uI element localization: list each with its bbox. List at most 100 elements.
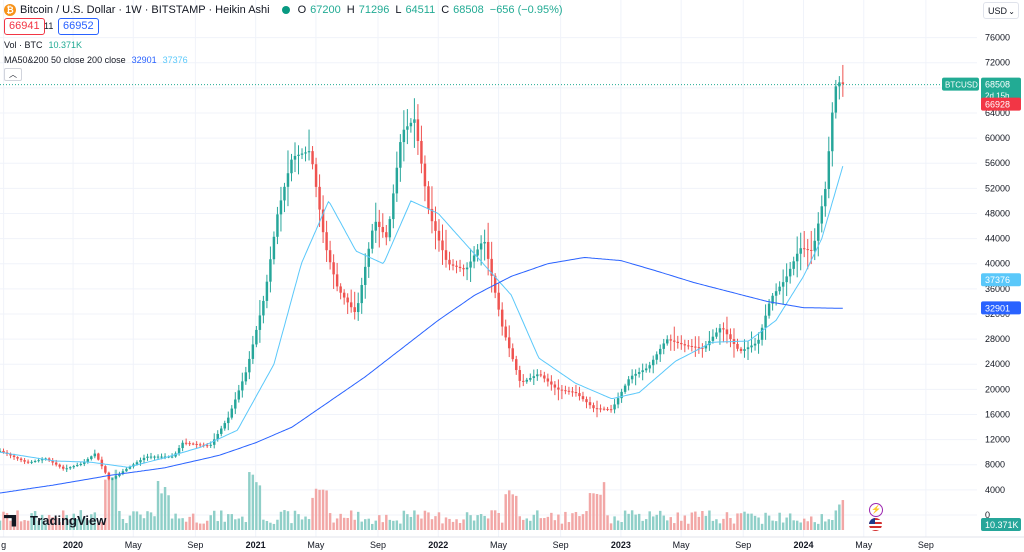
candle-body bbox=[469, 261, 472, 268]
candle-body bbox=[673, 340, 676, 342]
prev-close-label: 66928 bbox=[985, 100, 1010, 110]
candle-body bbox=[300, 153, 304, 155]
us-flag-icon[interactable] bbox=[869, 518, 882, 531]
volume-bar bbox=[241, 516, 244, 530]
volume-bar bbox=[328, 513, 332, 530]
ma50-line bbox=[0, 165, 844, 468]
volume-bar bbox=[662, 515, 665, 530]
volume-bar bbox=[269, 522, 272, 530]
volume-bar bbox=[378, 515, 381, 530]
volume-bar bbox=[262, 519, 265, 530]
volume-bar bbox=[311, 497, 314, 530]
candle-body bbox=[0, 450, 2, 452]
candle-body bbox=[142, 457, 146, 461]
buy-price-button[interactable]: 66952 bbox=[58, 18, 99, 35]
candle-body bbox=[135, 462, 139, 465]
candle-body bbox=[69, 467, 72, 469]
symbol-title[interactable]: Bitcoin / U.S. Dollar · 1W · BITSTAMP · … bbox=[20, 4, 270, 16]
chevron-up-icon[interactable]: ︿ bbox=[4, 68, 22, 81]
ma200-axis-label-bg bbox=[981, 301, 1021, 315]
candle-body bbox=[163, 456, 167, 458]
volume-bar bbox=[585, 511, 588, 530]
volume-bar bbox=[792, 520, 795, 530]
volume-bar bbox=[125, 523, 128, 530]
volume-bar bbox=[666, 520, 669, 530]
volume-bar bbox=[536, 510, 539, 530]
volume-bar bbox=[455, 519, 458, 530]
tradingview-logo[interactable]: TradingView bbox=[4, 513, 106, 528]
volume-bar bbox=[799, 522, 802, 530]
volume-bar bbox=[490, 510, 493, 530]
candle-body bbox=[385, 232, 388, 238]
candle-body bbox=[170, 456, 174, 458]
volume-bar bbox=[827, 519, 831, 530]
x-tick-label: g bbox=[1, 540, 6, 550]
candle-body bbox=[690, 345, 694, 347]
volume-bar bbox=[395, 520, 399, 530]
candle-body bbox=[785, 276, 788, 283]
candle-body bbox=[623, 385, 627, 392]
lightning-icon[interactable]: ⚡ bbox=[869, 503, 883, 517]
time-axis[interactable] bbox=[0, 537, 1024, 552]
volume-bar bbox=[374, 520, 377, 530]
candle-body bbox=[65, 468, 68, 470]
market-status-icon bbox=[281, 6, 290, 14]
ma-legend[interactable]: MA50&200 50 close 200 close 32901 37376 bbox=[4, 55, 188, 65]
volume-bar bbox=[739, 513, 743, 530]
volume-bar bbox=[111, 477, 114, 530]
volume-bar bbox=[458, 523, 462, 530]
candle-body bbox=[58, 464, 61, 467]
sell-price-button[interactable]: 66941 bbox=[4, 18, 45, 35]
candle-body bbox=[430, 208, 434, 222]
volume-label: Vol · BTC bbox=[4, 40, 43, 50]
volume-bar bbox=[170, 518, 174, 530]
volume-bar bbox=[93, 512, 97, 530]
volume-legend[interactable]: Vol · BTC 10.371K bbox=[4, 40, 82, 50]
volume-bar bbox=[65, 515, 68, 530]
symbol-header: ₿ Bitcoin / U.S. Dollar · 1W · BITSTAMP … bbox=[4, 4, 563, 16]
volume-bar bbox=[476, 515, 479, 530]
candle-body bbox=[318, 186, 321, 210]
x-tick-label: Sep bbox=[918, 540, 934, 550]
x-tick-label: Sep bbox=[735, 540, 751, 550]
candle-body bbox=[279, 200, 283, 215]
currency-select[interactable]: USD ⌄ bbox=[983, 2, 1019, 19]
volume-bar bbox=[139, 514, 142, 530]
volume-bar bbox=[469, 515, 472, 530]
candle-body bbox=[283, 186, 286, 201]
candle-body bbox=[205, 445, 209, 447]
candle-body bbox=[834, 86, 838, 113]
candle-body bbox=[507, 337, 511, 349]
candle-body bbox=[188, 443, 191, 445]
volume-bar bbox=[465, 512, 469, 530]
volume-bar bbox=[174, 513, 177, 530]
ma50-axis-label-bg bbox=[981, 273, 1021, 287]
volume-bar bbox=[258, 485, 262, 530]
candle-body bbox=[19, 458, 23, 461]
volume-bar bbox=[37, 520, 40, 530]
candle-body bbox=[290, 159, 293, 174]
volume-bar bbox=[564, 511, 567, 530]
candle-body bbox=[374, 221, 377, 231]
candle-body bbox=[342, 292, 346, 298]
candle-body bbox=[557, 387, 560, 390]
volume-bar bbox=[718, 523, 722, 530]
candle-body bbox=[606, 408, 609, 410]
candle-body bbox=[262, 300, 265, 316]
candle-body bbox=[104, 466, 107, 473]
volume-bar bbox=[286, 511, 290, 530]
volume-bar bbox=[630, 510, 634, 530]
candle-body bbox=[500, 309, 504, 327]
ma200-value: 32901 bbox=[131, 55, 157, 65]
volume-bar bbox=[385, 514, 388, 530]
volume-bar bbox=[479, 514, 483, 530]
volume-bar bbox=[195, 522, 198, 530]
candle-body bbox=[434, 221, 437, 231]
candle-body bbox=[620, 391, 623, 399]
candle-body bbox=[234, 399, 237, 409]
volume-bar bbox=[248, 472, 251, 530]
y-tick-label: 72000 bbox=[985, 58, 1010, 68]
volume-bar bbox=[234, 519, 237, 530]
volume-bar bbox=[146, 511, 149, 530]
